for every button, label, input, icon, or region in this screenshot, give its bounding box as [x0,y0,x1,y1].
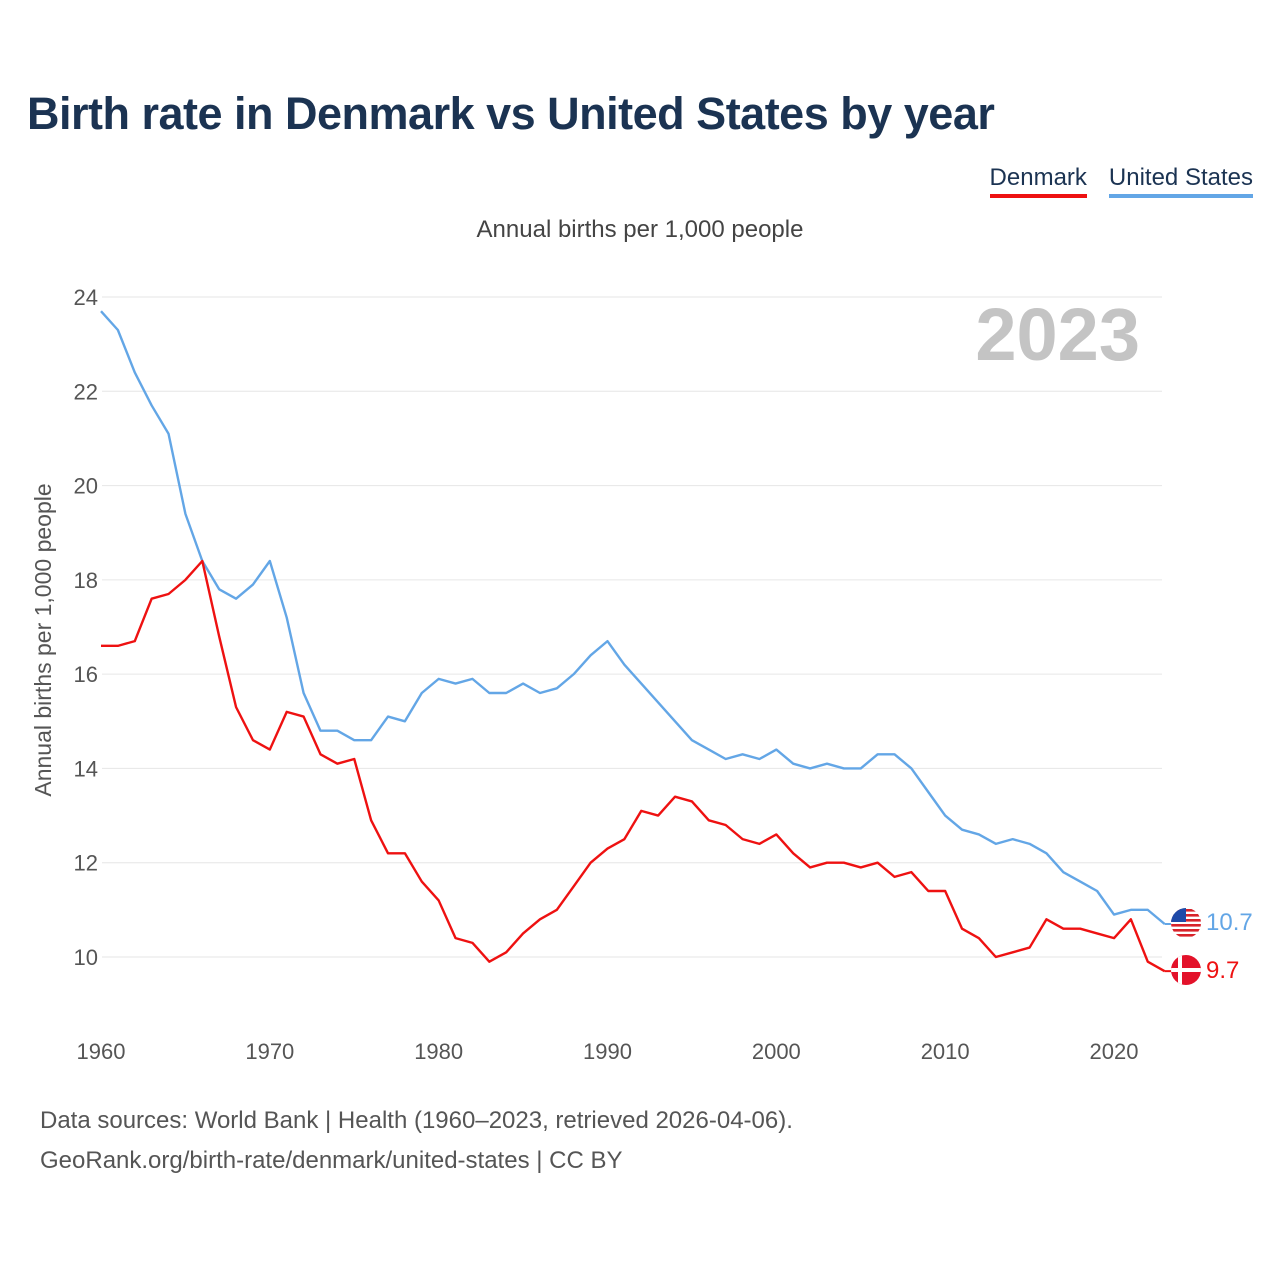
y-tick-label: 14 [74,756,98,781]
x-tick-label: 2020 [1090,1039,1139,1064]
y-tick-label: 12 [74,851,98,876]
legend: Denmark United States [989,164,1253,198]
y-tick-label: 18 [74,568,98,593]
chart-subtitle: Annual births per 1,000 people [476,216,804,243]
x-tick-label: 2000 [752,1039,801,1064]
footer-link[interactable]: GeoRank.org/birth-rate/denmark/united-st… [40,1147,623,1174]
legend-item-united-states[interactable]: United States [1108,164,1253,198]
y-tick-label: 24 [74,285,98,310]
denmark-end-label: 9.7 [1206,957,1239,984]
united-states-flag-icon [1171,908,1201,938]
y-tick-label: 20 [74,474,98,499]
x-tick-label: 1990 [583,1039,632,1064]
y-tick-label: 22 [74,379,98,404]
x-tick-label: 2010 [921,1039,970,1064]
legend-item-denmark[interactable]: Denmark [989,164,1087,198]
year-watermark: 2023 [975,293,1140,376]
series-line-denmark[interactable] [101,559,1166,973]
y-tick-label: 10 [74,945,98,970]
axes: 10 12 14 16 18 20 22 24 1960 1970 1980 1990 2000 2010… [74,285,1139,1064]
grid [102,296,1162,958]
x-tick-label: 1960 [77,1039,126,1064]
y-tick-label: 16 [74,662,98,687]
series-line-united-states[interactable] [100,310,1166,925]
footer-source: Data sources: World Bank | Health (1960–… [40,1107,793,1134]
series [100,310,1172,973]
denmark-flag-icon [1171,955,1201,985]
y-axis-label: Annual births per 1,000 people [30,483,56,796]
x-tick-label: 1980 [414,1039,463,1064]
chart-title: Birth rate in Denmark vs United States b… [27,88,995,139]
x-tick-label: 1970 [245,1039,294,1064]
united-states-end-label: 10.7 [1206,909,1253,936]
